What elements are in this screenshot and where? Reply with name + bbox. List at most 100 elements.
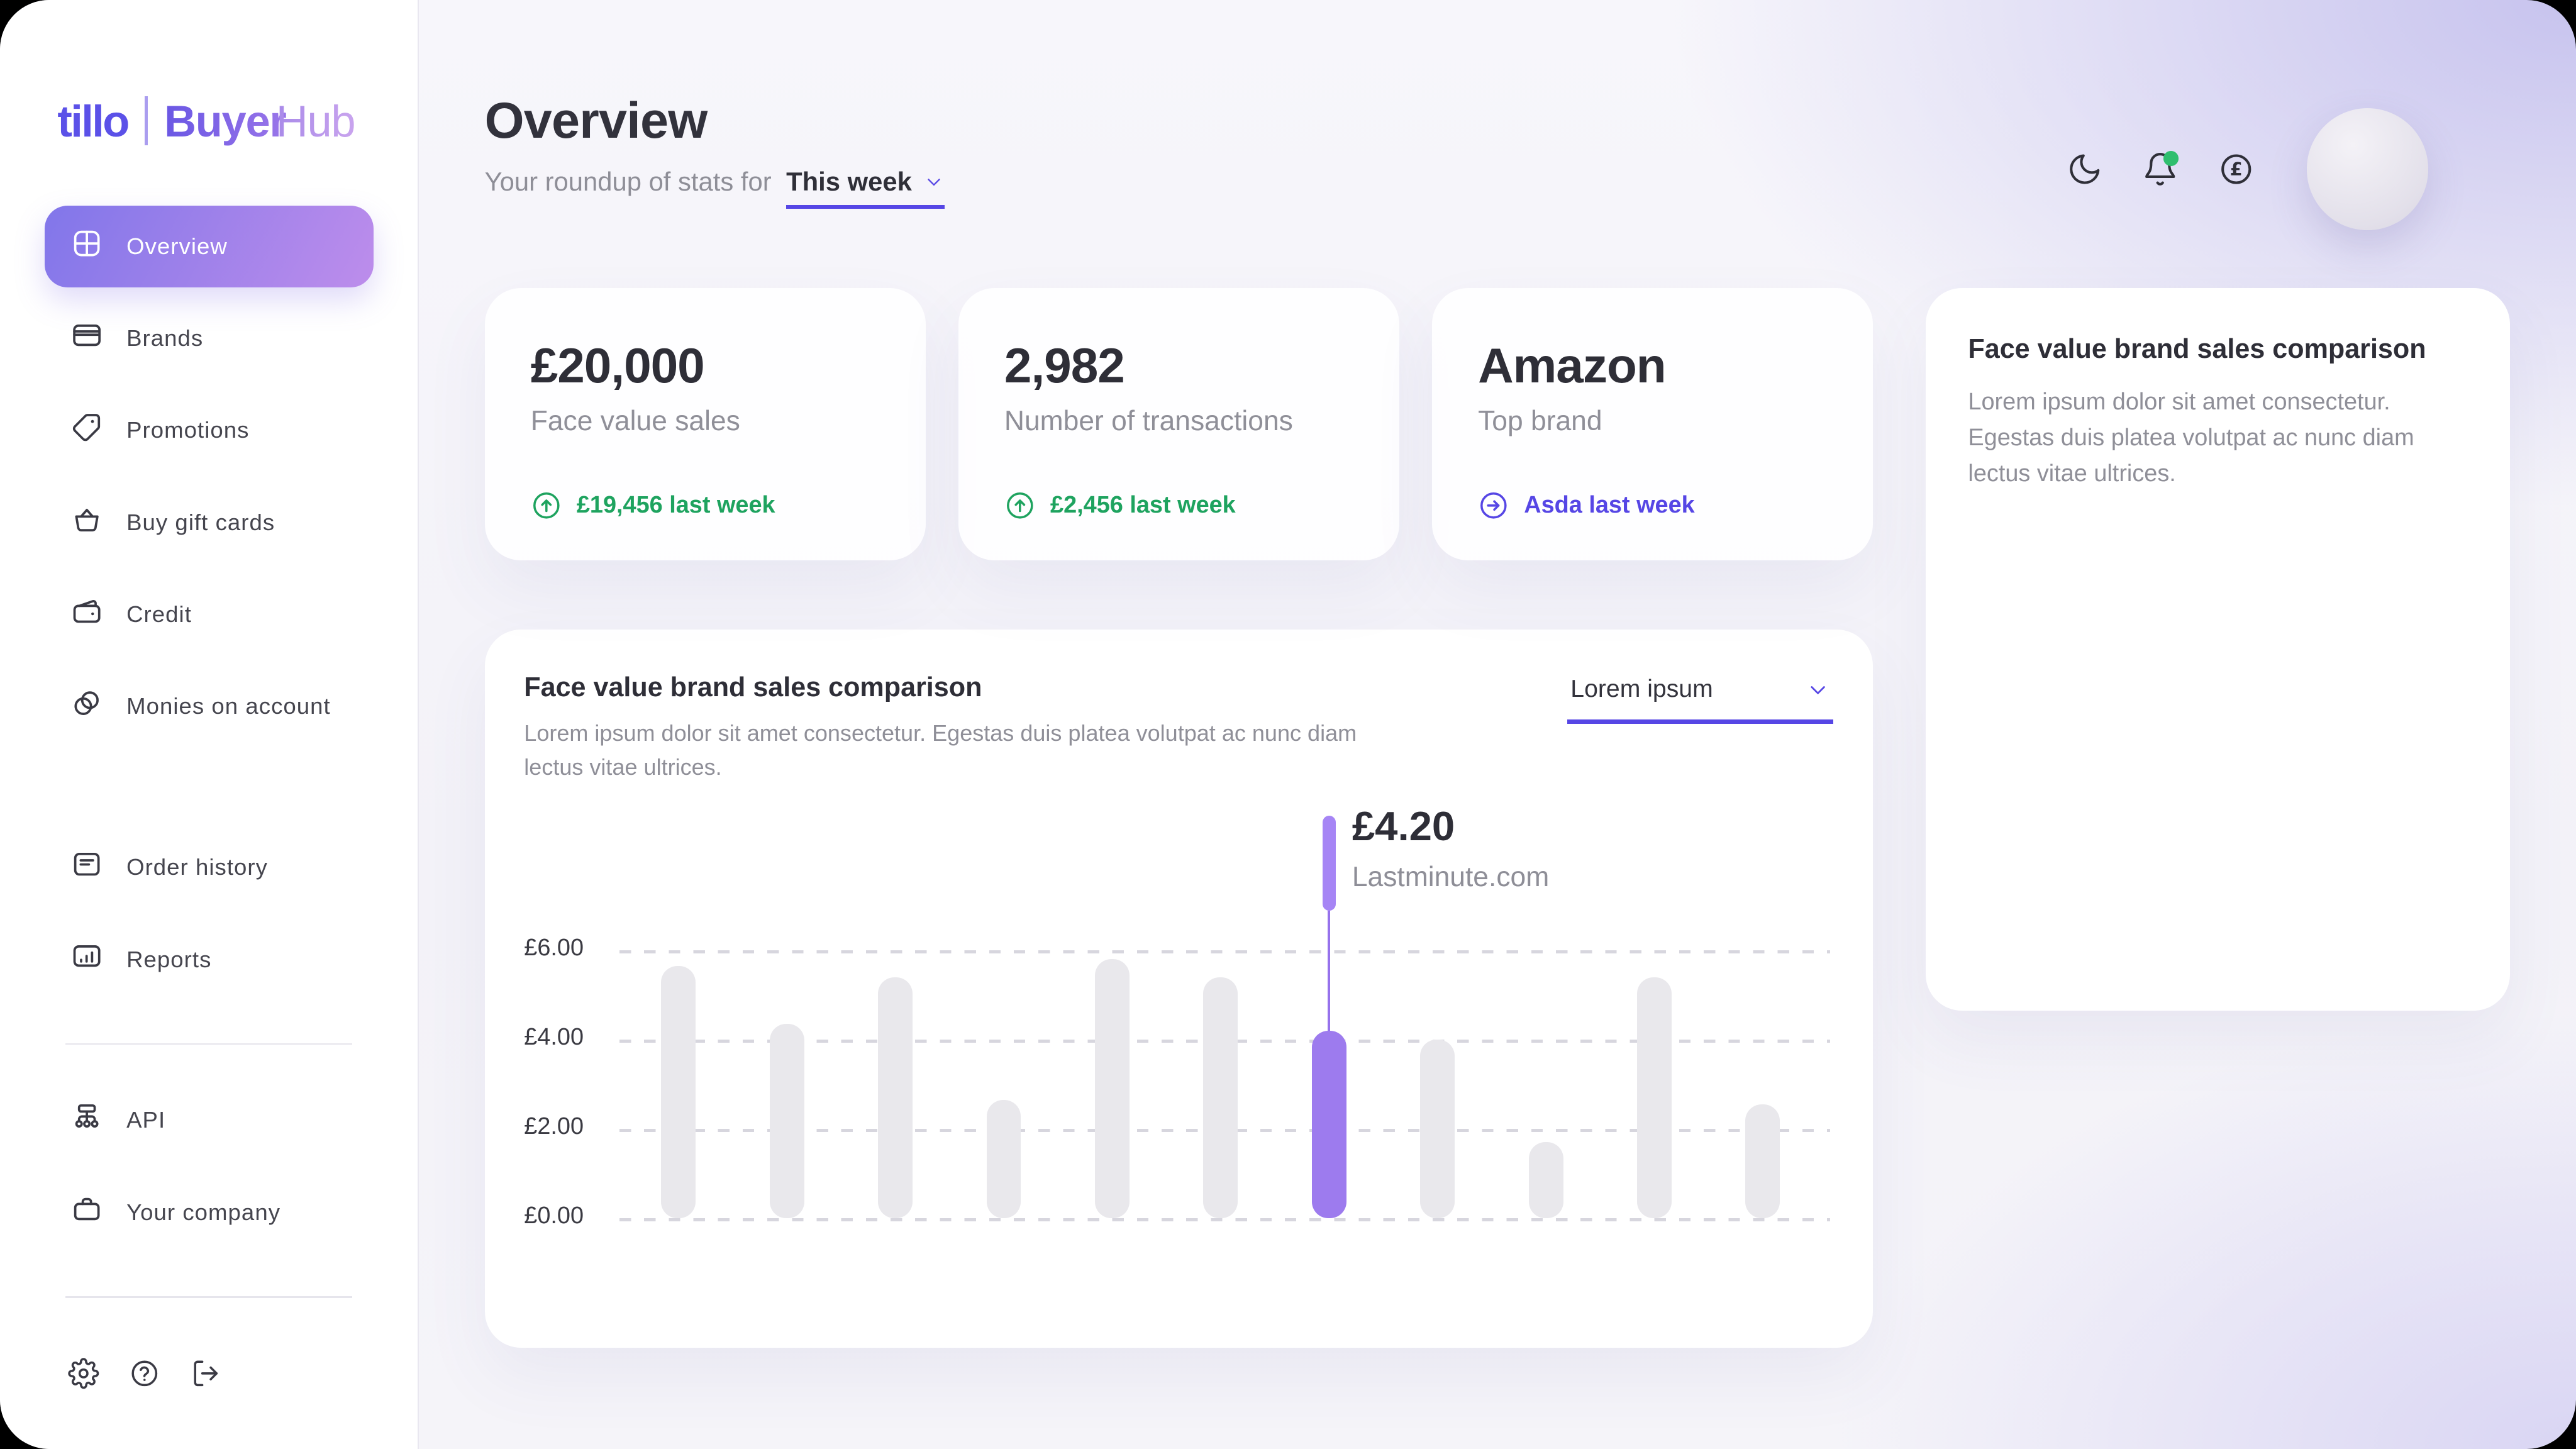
moon-icon[interactable] — [2067, 151, 2102, 187]
top-controls: £ — [2067, 108, 2428, 230]
bar[interactable] — [769, 1024, 804, 1219]
tillo-logo: tillo — [57, 96, 130, 146]
y-axis-tick: £6.00 — [524, 935, 584, 962]
stat-card-transactions: 2,982 Number of transactions £2,456 last… — [958, 287, 1399, 561]
brand-buyer: Buyer — [164, 96, 287, 146]
y-axis-tick: £2.00 — [524, 1113, 584, 1140]
sidebar-item-overview[interactable]: Overview — [44, 205, 374, 288]
bar[interactable] — [986, 1099, 1021, 1219]
page-title: Overview — [484, 92, 708, 150]
tooltip-label: Lastminute.com — [1352, 861, 1550, 892]
bar[interactable] — [1095, 959, 1130, 1219]
bar[interactable] — [1528, 1142, 1563, 1219]
stat-footer-text: Asda last week — [1524, 492, 1695, 519]
tooltip-marker — [1322, 815, 1336, 911]
bar[interactable] — [1637, 977, 1672, 1219]
stat-value: £20,000 — [530, 338, 705, 394]
stat-label: Number of transactions — [1004, 406, 1293, 437]
help-icon[interactable] — [126, 1355, 162, 1391]
bar-chart-icon — [70, 940, 103, 979]
sidebar-item-label: Buy gift cards — [126, 509, 275, 535]
sidebar-item-label: Overview — [126, 233, 228, 259]
tooltip-value: £4.20 — [1352, 802, 1455, 849]
settings-icon[interactable] — [65, 1355, 101, 1391]
sidebar-item-label: API — [126, 1107, 166, 1133]
left-column: £20,000 Face value sales £19,456 last we… — [484, 287, 1873, 1348]
document-icon — [70, 848, 103, 887]
sidebar-item-label: Brands — [126, 325, 204, 352]
period-selector[interactable]: This week — [786, 167, 945, 209]
chart-filter-dropdown[interactable]: Lorem ipsum — [1567, 672, 1834, 724]
page-subtitle: Your roundup of stats for This week — [485, 167, 2511, 209]
info-card-title: Face value brand sales comparison — [1968, 333, 2426, 364]
arrow-up-circle-icon — [533, 492, 560, 519]
sidebar-item-label: Order history — [126, 854, 268, 880]
chart-title: Face value brand sales comparison — [524, 672, 982, 703]
credit-card-icon — [70, 319, 103, 358]
bar-highlighted[interactable] — [1311, 1030, 1346, 1219]
sidebar-item-monies-on-account[interactable]: Monies on account — [45, 665, 374, 748]
y-axis-tick: £4.00 — [524, 1024, 584, 1051]
sidebar-item-your-company[interactable]: Your company — [45, 1171, 374, 1253]
right-column: Face value brand sales comparison Lorem … — [1925, 287, 2511, 1348]
period-value: This week — [786, 167, 912, 197]
chart-card: Face value brand sales comparison Lorem … — [484, 630, 1873, 1348]
subtitle-text: Your roundup of stats for — [484, 167, 772, 197]
sidebar-item-label: Credit — [126, 601, 192, 627]
gridline — [619, 1218, 1831, 1222]
y-axis-tick: £0.00 — [524, 1202, 584, 1230]
sidebar: tillo Buyer Hub Overview Brands Promotio… — [0, 0, 419, 1449]
sidebar-item-api[interactable]: API — [45, 1079, 374, 1162]
sidebar-item-promotions[interactable]: Promotions — [45, 389, 374, 472]
chevron-down-icon — [928, 179, 940, 186]
stat-card-top-brand: Amazon Top brand Asda last week — [1431, 287, 1873, 561]
wallet-icon — [70, 595, 103, 634]
pound-circle-icon[interactable]: £ — [2218, 151, 2254, 187]
logo-divider — [144, 96, 148, 146]
sidebar-item-reports[interactable]: Reports — [45, 918, 374, 1001]
stats-row: £20,000 Face value sales £19,456 last we… — [484, 287, 1873, 561]
network-icon — [70, 1101, 103, 1140]
bell-icon[interactable] — [2142, 151, 2179, 187]
sidebar-item-label: Promotions — [126, 417, 250, 443]
sidebar-item-label: Your company — [126, 1199, 281, 1225]
brand-hub: Hub — [275, 96, 356, 146]
stat-footer: £19,456 last week — [531, 490, 880, 521]
basket-icon — [70, 503, 103, 542]
sidebar-item-label: Monies on account — [126, 693, 331, 719]
bar[interactable] — [1745, 1104, 1780, 1219]
bar[interactable] — [1203, 977, 1238, 1219]
bar[interactable] — [878, 977, 913, 1219]
stat-value: 2,982 — [1004, 338, 1125, 394]
brand-logo[interactable]: tillo Buyer Hub — [57, 96, 418, 147]
stat-label: Top brand — [1478, 406, 1602, 437]
sidebar-nav: Overview Brands Promotions Buy gift card… — [0, 205, 418, 1392]
bar[interactable] — [1420, 1040, 1455, 1219]
stat-label: Face value sales — [530, 406, 740, 437]
avatar[interactable] — [2306, 108, 2428, 230]
tooltip-line — [1328, 911, 1331, 1031]
sidebar-item-order-history[interactable]: Order history — [45, 826, 374, 909]
bar-chart: £6.00 £4.00 £2.00 £0.00 £4.20 Lastminute… — [524, 801, 1833, 1315]
sidebar-item-label: Reports — [126, 946, 212, 972]
info-card-body: Lorem ipsum dolor sit amet consectetur. … — [1968, 389, 2414, 487]
stat-footer-text: £19,456 last week — [576, 492, 775, 519]
tag-icon — [70, 411, 103, 450]
notification-dot — [2163, 151, 2179, 166]
stat-value: Amazon — [1478, 338, 1667, 394]
main-content: £ Overview Your roundup of stats for Thi… — [419, 0, 2576, 1449]
bar[interactable] — [661, 965, 696, 1219]
sidebar-divider — [65, 1043, 352, 1045]
arrow-up-circle-icon — [1006, 492, 1033, 519]
dropdown-value: Lorem ipsum — [1570, 675, 1713, 703]
arrow-right-circle-icon — [1480, 492, 1507, 519]
logout-icon[interactable] — [187, 1355, 223, 1391]
sidebar-item-buy-gift-cards[interactable]: Buy gift cards — [45, 481, 374, 564]
sidebar-item-brands[interactable]: Brands — [45, 297, 374, 380]
stat-footer: £2,456 last week — [1004, 490, 1353, 521]
sidebar-item-credit[interactable]: Credit — [45, 574, 374, 656]
stat-card-face-value-sales: £20,000 Face value sales £19,456 last we… — [484, 287, 926, 561]
gridline — [619, 950, 1831, 954]
sidebar-footer-icons — [65, 1355, 418, 1391]
chart-subtitle: Lorem ipsum dolor sit amet consectetur. … — [524, 719, 1357, 780]
